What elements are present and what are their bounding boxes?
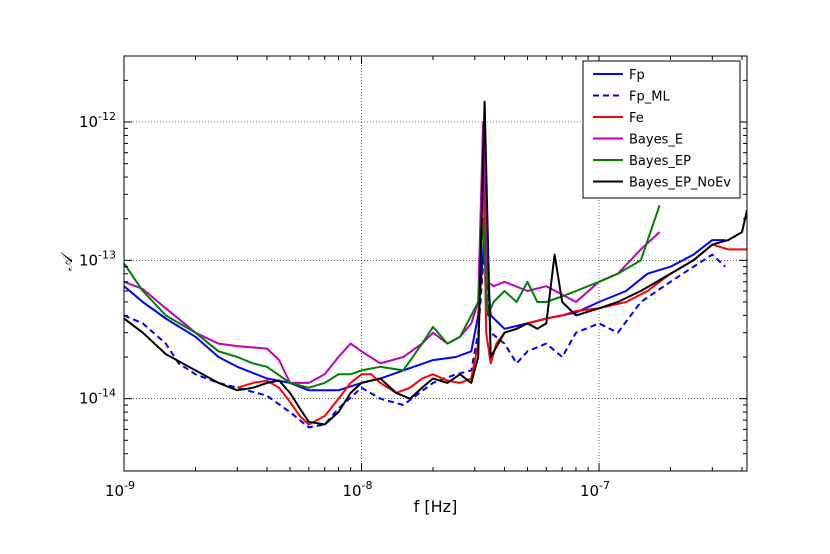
x-axis-label: f [Hz] [414,497,458,516]
legend-label: Bayes_EP [629,154,691,169]
y-axis-label: 𝒜 [57,251,76,271]
legend-label: Bayes_E [629,133,683,148]
x-tick-label: 10-9 [105,479,135,500]
y-tick-label: 10-13 [79,248,116,269]
y-tick-label: 10-14 [79,387,116,408]
series-line-bayes-ep-noev [124,100,747,426]
ticks: 10-9 10-8 10-7 10-14 10-13 10-12 [79,55,747,500]
legend-box [582,60,741,199]
x-tick-label: 10-7 [580,479,610,500]
legend-label: Fe [629,111,644,126]
y-tick-label: 10-12 [79,110,116,131]
legend-label: Fp [629,68,645,83]
series-line-fe [237,151,747,426]
series-line-fp [124,235,726,392]
legend-label: Fp_ML [629,90,670,105]
x-tick-label: 10-8 [342,479,372,500]
legend: Fp Fp_ML Fe Bayes_E Bayes_EP Bayes_EP_NoEv [582,60,741,199]
series-line-fp-ml [124,243,726,429]
series-group [124,100,747,429]
legend-label: Bayes_EP_NoEv [629,176,731,191]
plot-frame [123,55,748,472]
